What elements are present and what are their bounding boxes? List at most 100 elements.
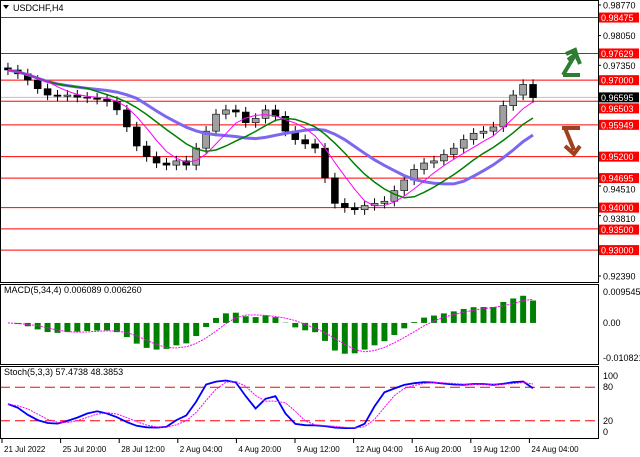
price-panel-frame [0,0,599,283]
candle-bear [43,88,52,96]
time-label: 12 Aug 04:00 [356,445,404,454]
level-label-bg [599,173,639,184]
macd-bar [183,322,190,344]
candle-bull [430,160,438,164]
macd-panel-frame [0,284,599,365]
time-label: 28 Jul 12:00 [121,445,165,454]
macd-bar [440,313,447,323]
stoch-axis-label: 80 [603,382,613,392]
time-label: 2 Aug 04:00 [180,445,223,454]
macd-bar [34,322,41,330]
stoch-signal-line [7,380,534,429]
level-label-bg [599,119,639,130]
macd-bar [480,307,487,323]
candle-bear [341,203,349,208]
macd-bar [143,322,150,348]
stoch-axis-label: 100 [603,371,618,381]
candle-bear [301,139,309,145]
macd-bar [113,322,120,333]
macd-bar [64,322,71,333]
macd-bar [292,322,299,328]
level-label-bg [599,245,639,256]
candle-bull [489,126,498,132]
macd-bar [123,322,130,338]
chart-title: USDCHF,H4 [13,3,64,13]
macd-bar [74,322,81,332]
level-label: 0.94695 [601,174,634,184]
stochastic-panel [0,379,598,430]
candle-bear [529,84,537,98]
macd-bar [530,300,537,323]
candle-bull [172,160,181,166]
macd-bar [173,322,180,346]
level-label: 0.93500 [601,225,634,235]
candle-bear [162,162,171,166]
macd-axis-label: 0.00 [603,318,621,328]
title-bar[interactable]: USDCHF,H4 [3,3,64,13]
stoch-axis-label: 0 [603,427,608,437]
level-label: 0.97000 [601,76,634,86]
macd-axis-label: -0.010821 [603,353,640,363]
macd-bar [500,302,507,323]
candle-bear [331,177,339,204]
level-label: 0.94000 [601,203,634,213]
triangle-down-icon[interactable] [3,5,9,9]
macd-bar [411,322,418,323]
current-price-bg [599,92,639,103]
time-label: 21 Jul 2022 [4,445,46,454]
price-tick-label: 0.94510 [603,185,636,195]
macd-bar [361,322,368,350]
macd-bar [84,322,91,332]
candle-bear [83,96,91,99]
price-tick-label: 0.98770 [603,1,636,11]
macd-bar [341,322,348,354]
price-tick-label: 0.98050 [603,31,636,41]
level-label: 0.93000 [601,246,634,256]
time-label: 24 Aug 04:00 [531,445,579,454]
candle-bull [63,94,72,97]
candle-bear [142,145,151,157]
macd-bar [302,322,309,331]
ma-mid-line [7,69,534,199]
level-label-bg [599,12,639,23]
macd-bar [391,322,398,335]
macd-bar [213,317,219,323]
candle-bear [33,79,42,89]
candle-bear [350,207,359,211]
current-price-label: 0.96595 [601,93,634,103]
candle-bear [232,109,240,113]
macd-bar [510,298,517,323]
candle-bear [73,94,82,98]
level-label-bg [599,151,639,162]
price-tick-label: 0.93810 [603,214,636,224]
price-tick-label: 0.92390 [603,272,636,282]
macd-bar [520,295,527,323]
candle-bull [251,118,260,123]
arrow-down-icon [562,126,582,157]
macd-bar [54,322,61,333]
macd-bar [252,317,259,323]
ma-fast-line [7,69,534,207]
macd-bar [193,322,200,337]
macd-bar [371,322,378,346]
macd-bar [222,313,229,323]
time-label: 19 Aug 12:00 [473,445,521,454]
arrow-up-icon [561,47,582,77]
macd-label: MACD(5,34,4) 0.006089 0.006260 [4,285,142,295]
candle-bear [281,115,290,132]
macd-axis-label: 0.009545 [603,287,640,297]
candle-bull [192,147,200,166]
time-label: 25 Jul 20:00 [63,445,107,454]
price-panel [0,17,598,251]
macd-bar [381,322,388,342]
macd-bar [262,315,269,323]
macd-bar [322,322,328,341]
macd-bar [450,311,457,323]
macd-bar [460,308,467,323]
candle-bear [132,126,141,147]
stoch-axis-label: 20 [603,416,613,426]
macd-bar [331,322,338,351]
level-label: 0.95200 [601,152,634,162]
